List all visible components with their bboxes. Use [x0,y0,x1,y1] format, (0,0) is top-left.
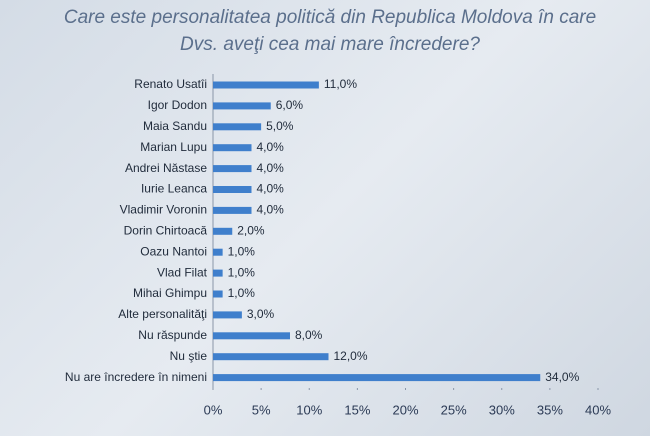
x-tick-label: 5% [252,402,271,417]
y-tick-label: Mihai Ghimpu [133,286,207,300]
y-tick-label: Vladimir Voronin [120,203,207,217]
y-tick-label: Igor Dodon [148,98,207,112]
y-tick-label: Marian Lupu [140,140,207,154]
bar [213,353,329,361]
y-tick-label: Oazu Nantoi [140,244,207,258]
y-tick-label: Andrei Năstase [125,161,207,175]
bar [213,332,290,340]
value-label: 1,0% [228,244,256,258]
bar [213,374,541,382]
value-label: 2,0% [237,223,265,237]
y-tick-label: Dorin Chirtoacă [124,223,208,237]
y-tick-label: Nu are încredere în nimeni [65,370,207,384]
bar [213,186,252,193]
y-tick-label: Vlad Filat [157,265,208,279]
bar [213,269,223,277]
bar [213,165,252,173]
y-tick-label: Maia Sandu [143,119,207,133]
value-label: 4,0% [257,140,285,154]
value-label: 11,0% [324,77,357,91]
bar [213,102,271,110]
bar [213,123,262,131]
bar [213,290,223,298]
x-tick-label: 25% [441,402,467,417]
x-tick-label: 0% [204,402,223,417]
x-tick-label: 15% [344,402,370,417]
value-label: 1,0% [228,265,256,279]
value-label: 4,0% [257,203,285,217]
y-tick-label: Iurie Leanca [141,182,207,196]
x-tick-label: 30% [489,402,515,417]
value-label: 4,0% [257,161,285,175]
value-label: 6,0% [276,98,304,112]
x-tick-label: 40% [585,402,611,417]
y-tick-label: Alte personalităţi [118,307,207,321]
bar [213,206,252,214]
value-label: 5,0% [266,119,294,133]
bar [213,248,223,256]
y-tick-label: Renato Usatîi [134,77,207,91]
x-tick-label: 10% [296,402,322,417]
x-tick-label: 35% [537,402,563,417]
bar [213,81,319,89]
value-label: 34,0% [545,370,579,384]
value-label: 3,0% [247,307,275,321]
bar [213,144,252,152]
y-tick-label: Nu ştie [170,349,208,363]
value-label: 8,0% [295,328,323,342]
bar [213,227,233,235]
value-label: 12,0% [334,349,368,363]
bar [213,311,242,319]
chart-title: Care este personalitatea politică din Re… [63,7,597,55]
value-label: 1,0% [228,286,256,300]
x-tick-label: 20% [392,402,418,417]
y-tick-label: Nu răspunde [138,328,207,342]
value-label: 4,0% [257,182,285,196]
